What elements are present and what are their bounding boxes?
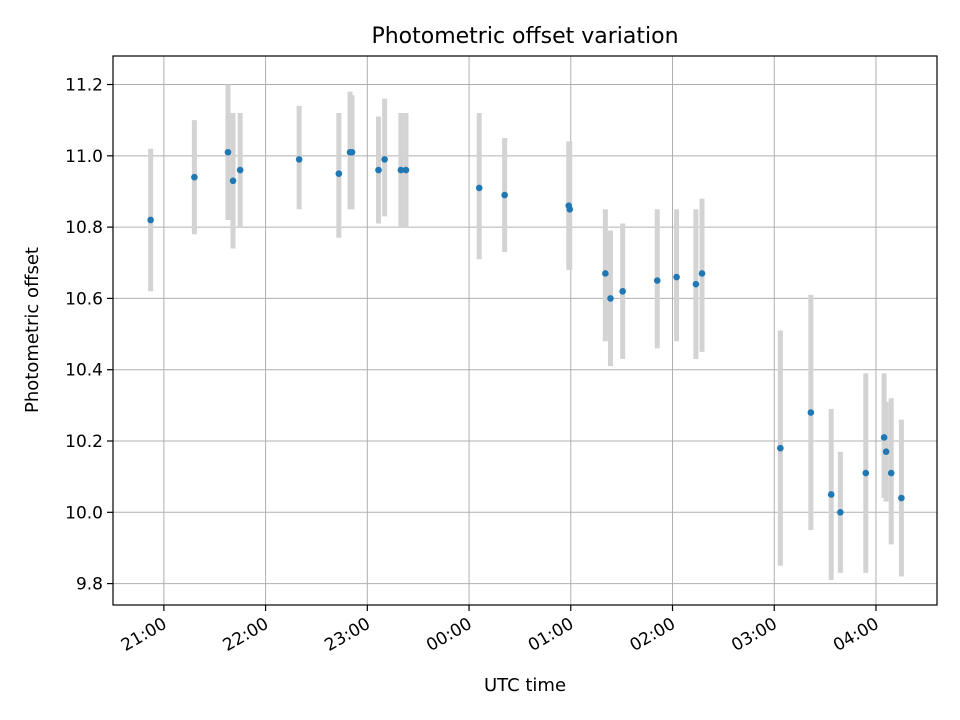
data-point — [475, 184, 483, 192]
y-tick-label: 10.8 — [65, 218, 103, 238]
x-tick-label: 01:00 — [525, 614, 577, 656]
data-point — [880, 434, 888, 441]
data-point — [191, 173, 198, 181]
x-tick-label: 02:00 — [627, 614, 679, 656]
data-point — [229, 177, 237, 185]
data-points — [147, 148, 905, 516]
data-point — [602, 270, 609, 277]
data-point — [397, 166, 405, 174]
x-axis-ticks: 21:00 22:00 23:00 00:00 01:00 02:00 03:00 04:00 — [118, 605, 882, 656]
data-point — [619, 287, 626, 295]
data-point — [882, 448, 890, 456]
data-point — [335, 170, 343, 177]
x-tick-label: 00:00 — [423, 614, 475, 656]
data-point — [898, 494, 905, 502]
y-tick-label: 9.8 — [76, 575, 103, 595]
y-tick-label: 10.4 — [65, 361, 103, 381]
data-point — [827, 491, 835, 498]
data-point — [837, 509, 844, 516]
x-tick-label: 04:00 — [830, 614, 882, 656]
y-axis-ticks: 9.8 10.0 10.2 10.4 10.6 10.8 11.0 11.2 — [65, 76, 113, 595]
grid — [113, 56, 937, 605]
data-point — [501, 191, 508, 199]
data-point — [295, 156, 303, 163]
x-tick-label: 03:00 — [728, 614, 780, 656]
data-point — [862, 469, 870, 477]
y-tick-label: 11.0 — [65, 147, 103, 167]
x-axis-label: UTC time — [484, 675, 566, 696]
data-point — [147, 216, 154, 224]
data-point — [348, 148, 356, 156]
x-tick-label: 23:00 — [321, 614, 373, 656]
x-tick-label: 22:00 — [220, 614, 272, 656]
data-point — [224, 148, 232, 156]
error-bars — [148, 84, 904, 581]
chart-title: Photometric offset variation — [371, 24, 678, 49]
data-point — [692, 280, 700, 288]
data-point — [375, 166, 382, 174]
data-point — [236, 166, 244, 174]
y-tick-label: 11.2 — [65, 76, 103, 96]
data-point — [607, 295, 614, 302]
data-point — [698, 270, 706, 277]
y-tick-label: 10.2 — [65, 432, 103, 452]
data-point — [381, 156, 388, 163]
plot-frame — [112, 55, 938, 606]
x-tick-label: 21:00 — [118, 614, 170, 656]
data-point — [673, 273, 680, 281]
data-point — [653, 277, 661, 284]
data-point — [777, 444, 784, 452]
y-tick-label: 10.6 — [65, 289, 103, 309]
y-axis-label: Photometric offset — [22, 247, 43, 413]
data-point — [807, 409, 815, 416]
data-point — [887, 469, 895, 477]
data-point — [566, 205, 574, 213]
y-tick-label: 10.0 — [65, 503, 103, 523]
data-point — [402, 166, 410, 174]
